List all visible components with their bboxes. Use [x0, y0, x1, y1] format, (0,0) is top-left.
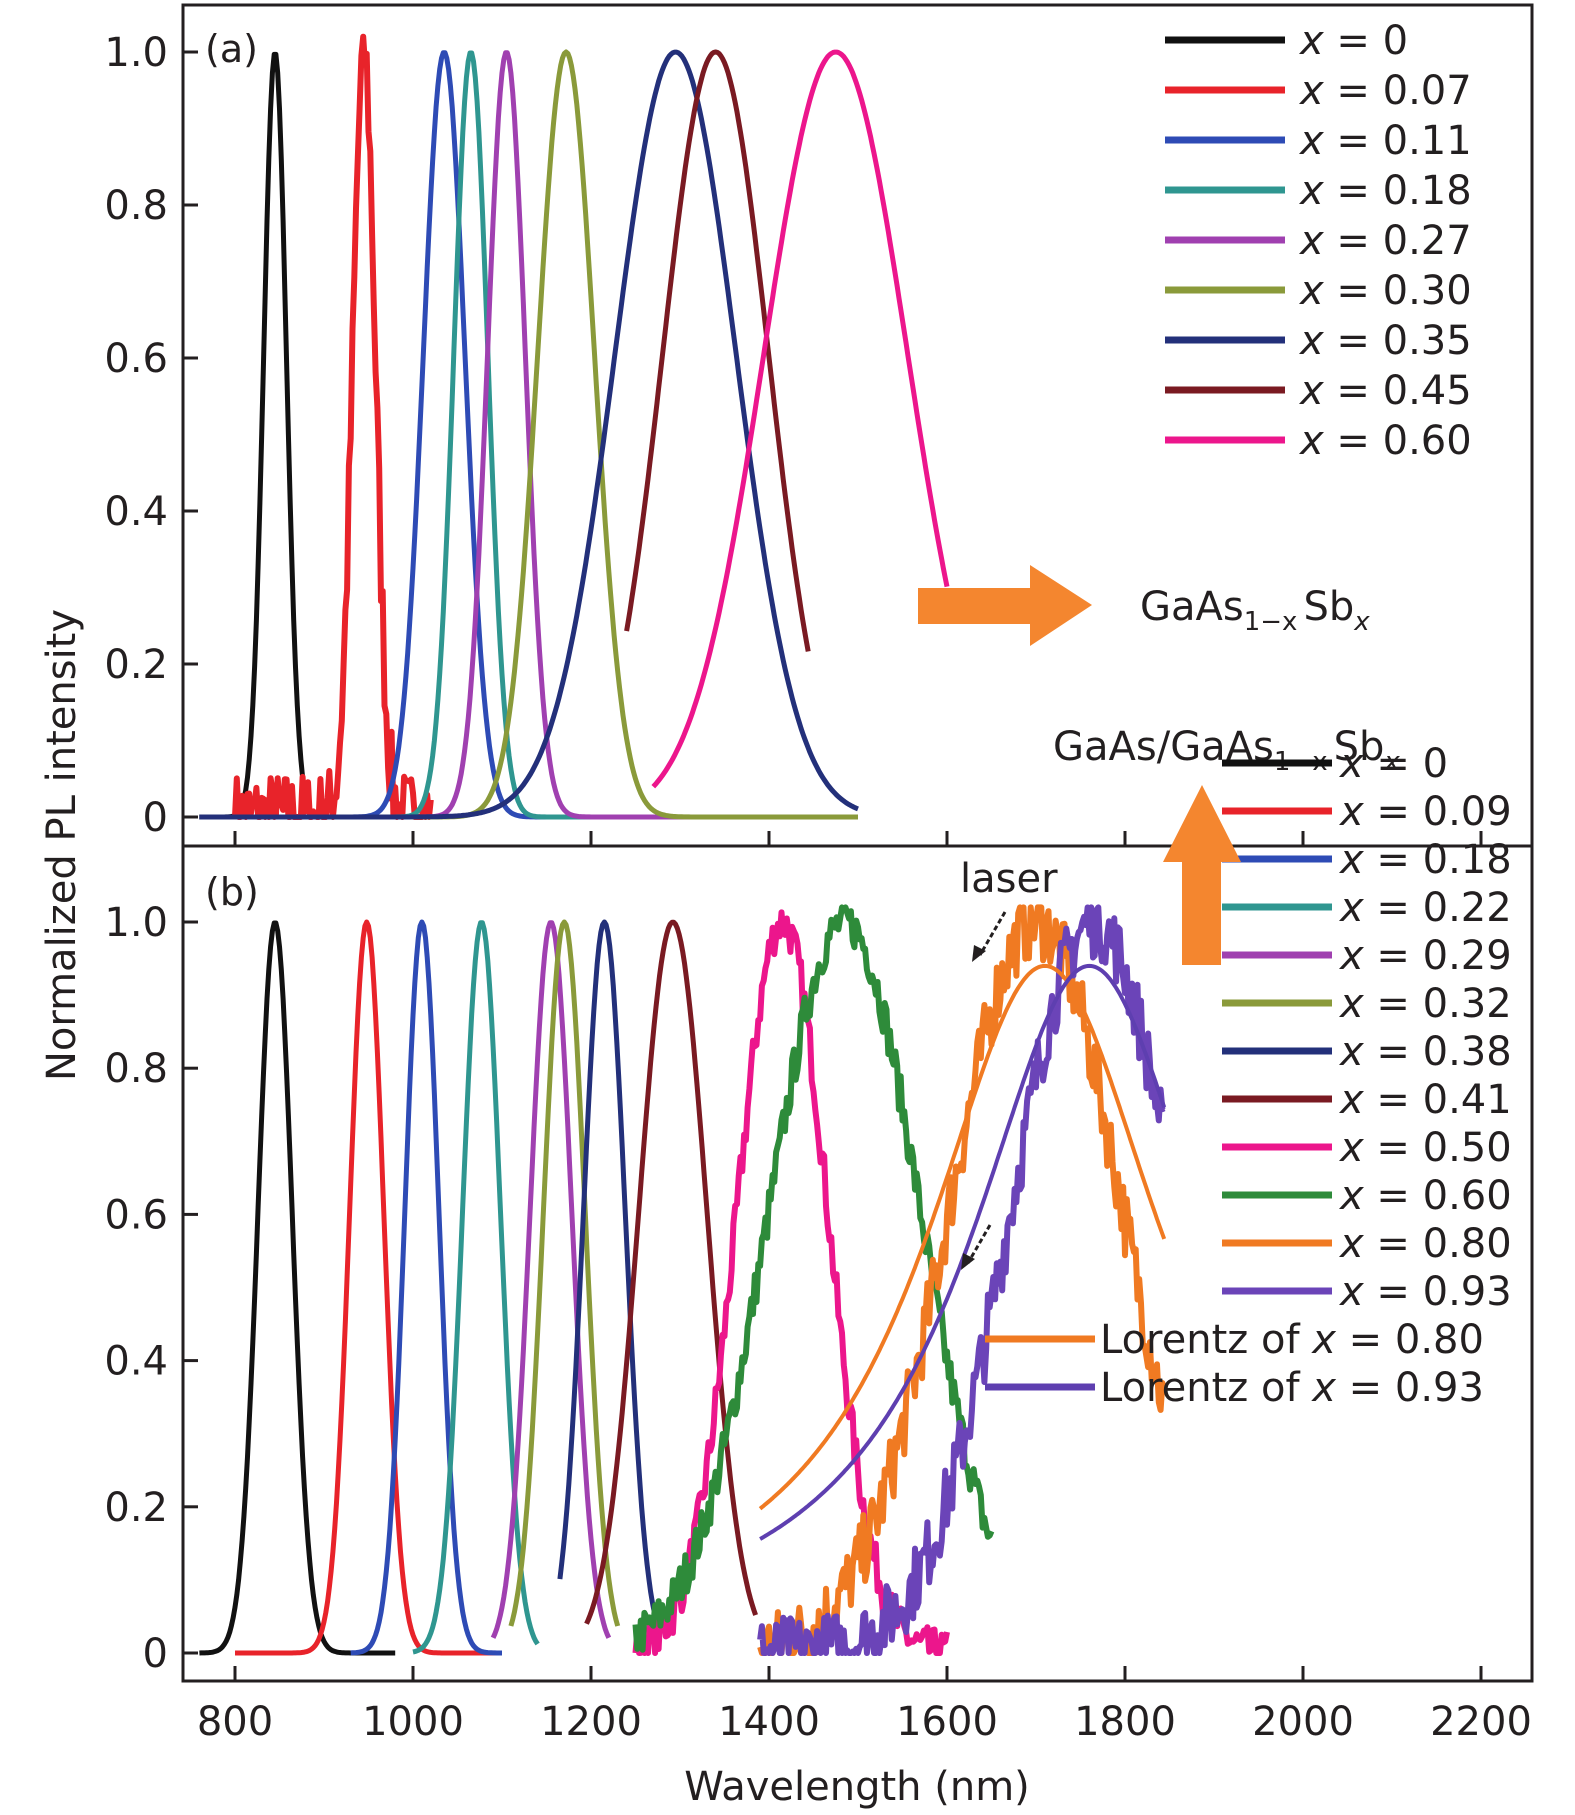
y-tick-label: 1.0 [104, 900, 168, 946]
panel-a-y-ticks: 0 0.2 0.4 0.6 0.8 1.0 [104, 30, 198, 841]
legend-label: x = 0 [1298, 18, 1408, 64]
series-line-x-0-18 [350, 919, 503, 1656]
legend-label: x = 0.60 [1298, 418, 1472, 464]
legend-label: Lorentz of x = 0.80 [1100, 1317, 1484, 1363]
legend-label: x = 0.18 [1298, 168, 1472, 214]
legend-label: x = 0.45 [1298, 368, 1472, 414]
y-tick-label: 0 [143, 1631, 168, 1677]
legend-label: x = 0.35 [1298, 318, 1472, 364]
panel-a: (a) 00.20.40.60.81.0 x = 0x = 0.07x = 0.… [104, 3, 1534, 848]
legend-label: x = 0.93 [1338, 1269, 1512, 1315]
laser-arrow-icon [978, 911, 1007, 956]
laser-arrowhead-icon [972, 945, 986, 962]
legend-label: x = 0.29 [1338, 933, 1512, 979]
x-tick-label: 1600 [896, 1699, 998, 1745]
up-arrow-icon [1163, 785, 1241, 965]
series-line-x-0-50 [632, 909, 950, 1656]
right-arrow-icon [918, 565, 1092, 646]
panel-b: (b) 0 0.2 0.4 0.6 0.8 1.0 800 1000 1200 1400 1600… [104, 741, 1534, 1745]
y-axis-title: Normalized PL intensity [39, 609, 85, 1081]
legend-label: x = 0.11 [1298, 118, 1472, 164]
series-line-x-0-38 [557, 919, 661, 1627]
y-tick-label: 0.6 [104, 1192, 168, 1238]
series-line-x-0-60 [651, 49, 950, 789]
legend-label: x = 0.38 [1338, 1029, 1512, 1075]
panel-b-frame [181, 844, 1534, 1683]
legend-label: Lorentz of x = 0.93 [1100, 1365, 1484, 1411]
laser-label: laser [960, 856, 1058, 902]
x-tick-label: 1200 [540, 1699, 642, 1745]
series-line-x-0-41 [584, 919, 758, 1625]
feature-arrowhead-icon [961, 1253, 975, 1270]
y-tick-label: 0.8 [104, 1046, 168, 1092]
x-tick-label: 2000 [1252, 1699, 1354, 1745]
x-tick-label: 2200 [1430, 1699, 1532, 1745]
legend-label: x = 0.18 [1338, 837, 1512, 883]
gaas-sb-label: GaAs1−x Sbx [1140, 584, 1370, 637]
series-line-x-0-22 [412, 920, 540, 1655]
series-line-x-0-32 [508, 919, 621, 1627]
series-line-x-0-93 [757, 904, 1166, 1656]
series-line-x-0-45 [624, 49, 811, 652]
x-tick-label: 1000 [362, 1699, 464, 1745]
panel-b-x-ticks: 800 1000 1200 1400 1600 1800 2000 2200 [197, 1666, 1532, 1745]
x-tick-label: 1800 [1074, 1699, 1176, 1745]
series-line-lorentz-of-x-0-80 [758, 963, 1167, 1511]
series-line-x-0-80 [757, 904, 1168, 1656]
y-tick-label: 1.0 [104, 30, 168, 76]
x-tick-label: 800 [197, 1699, 273, 1745]
y-tick-label: 0.6 [104, 336, 168, 382]
legend-label: x = 0.50 [1338, 1125, 1512, 1171]
y-tick-label: 0.8 [104, 183, 168, 229]
panel-b-curves [198, 904, 1168, 1656]
feature-arrow-icon [966, 1224, 992, 1264]
panel-a-curves [198, 33, 950, 820]
panel-b-y-ticks: 0 0.2 0.4 0.6 0.8 1.0 [104, 900, 198, 1677]
y-tick-label: 0.2 [104, 642, 168, 688]
y-tick-label: 0 [143, 795, 168, 841]
legend-label: x = 0.27 [1298, 218, 1472, 264]
panel-b-label: (b) [205, 870, 259, 914]
legend-label: x = 0.32 [1338, 981, 1512, 1027]
series-line-x-0 [198, 51, 325, 820]
legend-label: x = 0.09 [1338, 789, 1512, 835]
series-line-x-0-29 [490, 920, 612, 1639]
legend-label: x = 0.41 [1338, 1077, 1512, 1123]
series-line-x-0 [198, 920, 396, 1656]
legend-label: x = 0.80 [1338, 1221, 1512, 1267]
panel-b-legend: x = 0x = 0.09x = 0.18x = 0.22x = 0.29x =… [985, 741, 1512, 1411]
y-tick-label: 0.2 [104, 1485, 168, 1531]
legend-label: x = 0.22 [1338, 885, 1512, 931]
x-axis-title: Wavelength (nm) [684, 1764, 1030, 1810]
panel-a-x-ticks [233, 831, 1483, 846]
series-line-x-0-09 [234, 919, 503, 1656]
legend-label: x = 0 [1338, 741, 1448, 787]
panel-a-legend: x = 0x = 0.07x = 0.11x = 0.18x = 0.27x =… [1165, 18, 1472, 464]
x-tick-label: 1400 [718, 1699, 820, 1745]
y-tick-label: 0.4 [104, 489, 168, 535]
series-line-lorentz-of-x-0-93 [759, 963, 1167, 1541]
legend-label: x = 0.60 [1338, 1173, 1512, 1219]
legend-label: x = 0.30 [1298, 268, 1472, 314]
legend-label: x = 0.07 [1298, 68, 1472, 114]
panel-a-label: (a) [205, 27, 258, 71]
y-tick-label: 0.4 [104, 1339, 168, 1385]
